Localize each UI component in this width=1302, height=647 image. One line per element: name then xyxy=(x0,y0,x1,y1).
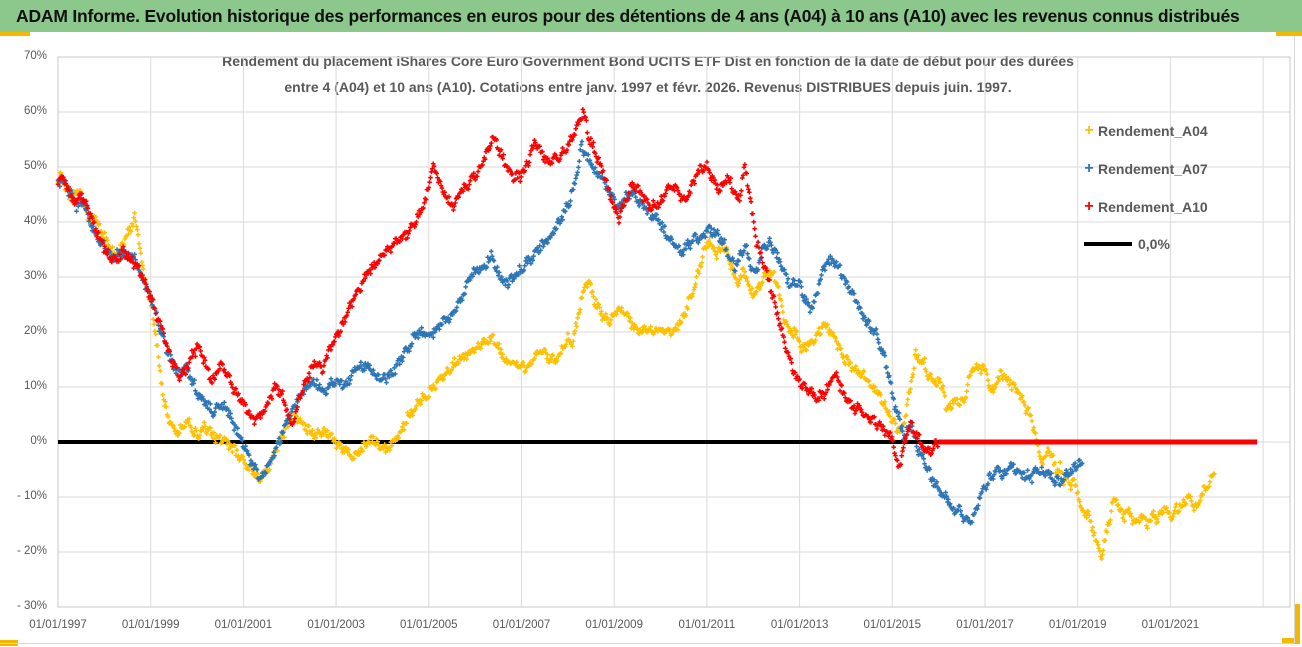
chart-title-line-2: entre 4 (A04) et 10 ans (A10). Cotations… xyxy=(284,79,1012,95)
y-axis-tick-label: - 10% xyxy=(16,490,47,502)
x-axis-tick-label: 01/01/2021 xyxy=(1141,619,1200,631)
chart-header-banner: ADAM Informe. Evolution historique des p… xyxy=(0,0,1302,32)
legend-item-rendement-a07[interactable]: + Rendement_A07 xyxy=(1080,160,1208,178)
chart-border-right xyxy=(1294,36,1295,643)
x-axis-tick-label: 01/01/2011 xyxy=(678,619,736,631)
x-axis-tick-label: 01/01/1999 xyxy=(121,619,180,631)
y-axis-tick-label: - 30% xyxy=(16,600,47,612)
zero-line-sample-icon xyxy=(1084,242,1132,246)
plot-border xyxy=(57,56,1291,608)
gold-accent-bottom-right xyxy=(1282,638,1300,644)
scatter-series-Rendement_A10 xyxy=(55,107,941,470)
legend-item-rendement-a04[interactable]: + Rendement_A04 xyxy=(1080,122,1208,140)
y-axis-tick-label: 30% xyxy=(23,270,47,282)
plus-marker-icon: + xyxy=(1084,122,1094,139)
y-axis-tick-label: 20% xyxy=(23,325,47,337)
gold-accent-top-left xyxy=(0,32,30,36)
legend-item-zero-line[interactable]: 0,0% xyxy=(1084,235,1170,253)
plus-marker-icon: + xyxy=(1084,160,1094,177)
y-axis-tick-label: - 20% xyxy=(16,545,47,557)
x-axis-tick-label: 01/01/2007 xyxy=(492,619,551,631)
x-axis-tick-label: 01/01/2003 xyxy=(307,619,365,631)
x-axis-tick-label: 01/01/2017 xyxy=(956,619,1014,631)
legend-label: Rendement_A10 xyxy=(1098,199,1208,215)
page-title: ADAM Informe. Evolution historique des p… xyxy=(16,5,1240,26)
legend-label: Rendement_A07 xyxy=(1098,161,1208,177)
x-axis-tick-label: 01/01/1997 xyxy=(29,619,87,631)
x-axis-tick-label: 01/01/2015 xyxy=(863,619,922,631)
x-axis-tick-label: 01/01/2005 xyxy=(400,619,458,631)
chart-border-bottom xyxy=(0,643,1294,644)
x-axis-tick-label: 01/01/2009 xyxy=(585,619,643,631)
x-axis-tick-label: 01/01/2001 xyxy=(214,619,273,631)
legend-label: 0,0% xyxy=(1138,236,1170,252)
y-axis-tick-label: 60% xyxy=(23,105,47,117)
plus-marker-icon: + xyxy=(1084,198,1094,215)
x-axis-tick-label: 01/01/2019 xyxy=(1048,619,1107,631)
gold-accent-top-right xyxy=(1276,32,1302,36)
y-axis-tick-label: 10% xyxy=(23,380,47,392)
legend-label: Rendement_A04 xyxy=(1098,123,1208,139)
scatter-series-Rendement_A04 xyxy=(55,170,1217,562)
legend-item-rendement-a10[interactable]: + Rendement_A10 xyxy=(1080,198,1208,216)
y-axis-tick-label: 70% xyxy=(23,50,47,62)
y-axis-tick-label: 40% xyxy=(23,215,47,227)
x-axis-tick-label: 01/01/2013 xyxy=(770,619,829,631)
gold-accent-right-handle xyxy=(1294,604,1300,644)
y-axis-tick-label: 50% xyxy=(23,160,47,172)
y-axis-tick-label: 0% xyxy=(30,435,47,447)
